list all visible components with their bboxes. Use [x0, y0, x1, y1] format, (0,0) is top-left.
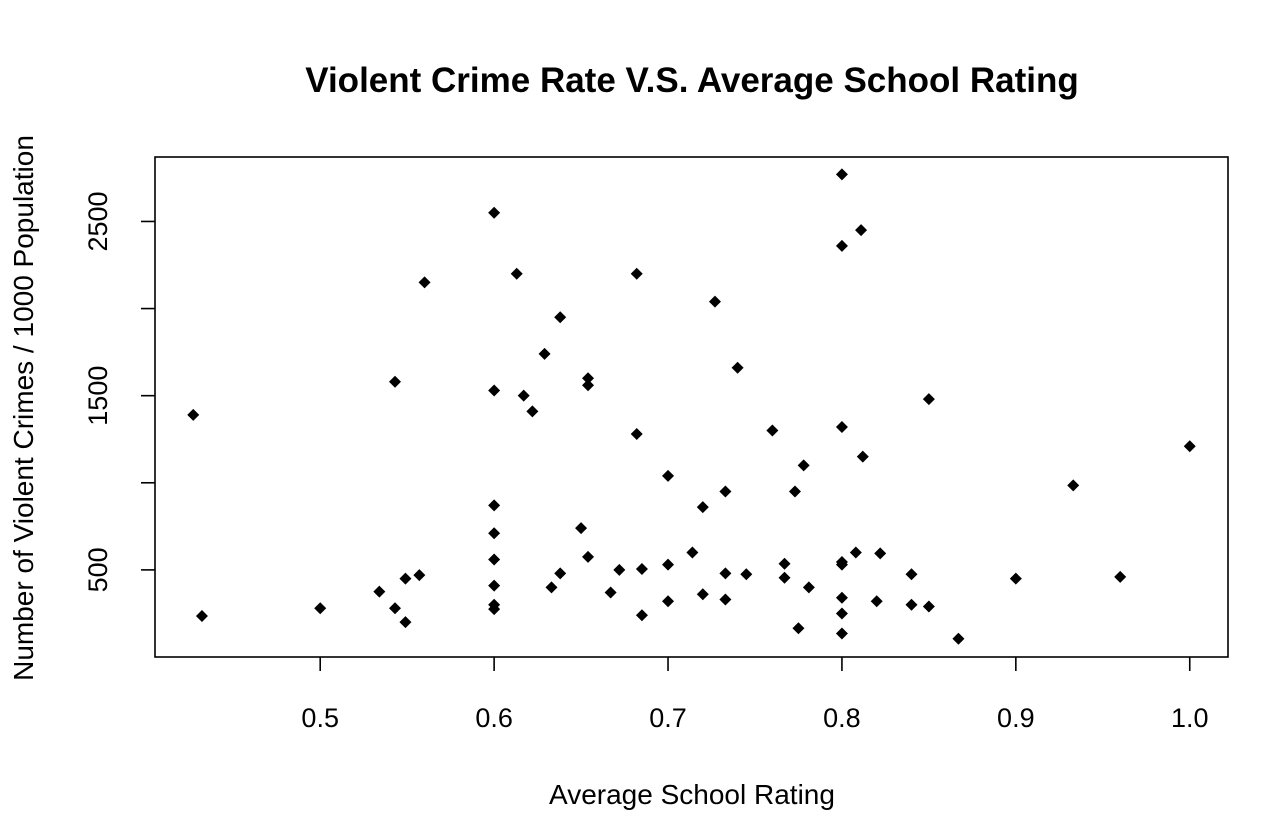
data-point — [766, 424, 779, 437]
data-point — [731, 361, 744, 374]
data-points — [187, 168, 1196, 645]
data-point — [399, 572, 412, 585]
data-point — [835, 558, 848, 571]
data-point — [399, 616, 412, 629]
data-point — [696, 501, 709, 514]
y-tick-label: 1500 — [83, 366, 113, 426]
y-axis: 500 1500 2500 — [83, 191, 155, 592]
plot-frame — [154, 156, 1229, 658]
data-point — [554, 311, 567, 324]
data-point — [613, 563, 626, 576]
x-tick-label: 0.7 — [649, 703, 687, 733]
data-point — [418, 276, 431, 289]
data-point — [488, 553, 501, 566]
data-point — [630, 267, 643, 280]
data-point — [835, 168, 848, 181]
data-point — [314, 602, 327, 615]
data-point — [662, 595, 675, 608]
data-point — [388, 602, 401, 615]
data-point — [517, 389, 530, 402]
data-point — [719, 567, 732, 580]
data-point — [686, 546, 699, 559]
data-point — [195, 610, 208, 623]
x-tick-label: 0.5 — [301, 703, 339, 733]
y-tick-label: 2500 — [83, 191, 113, 251]
data-point — [488, 206, 501, 219]
data-point — [1183, 440, 1196, 453]
x-axis-label: Average School Rating — [549, 779, 835, 810]
data-point — [187, 408, 200, 421]
data-point — [708, 295, 721, 308]
data-point — [604, 586, 617, 599]
data-point — [373, 585, 386, 598]
x-axis: 0.5 0.6 0.7 0.8 0.9 1.0 — [301, 657, 1209, 733]
data-point — [1009, 572, 1022, 585]
data-point — [582, 379, 595, 392]
data-point — [922, 600, 935, 613]
x-tick-label: 1.0 — [1171, 703, 1209, 733]
data-point — [1114, 570, 1127, 583]
data-point — [778, 557, 791, 570]
chart-title: Violent Crime Rate V.S. Average School R… — [305, 61, 1078, 100]
data-point — [1067, 479, 1080, 492]
data-point — [905, 598, 918, 611]
data-point — [788, 485, 801, 498]
data-point — [662, 558, 675, 571]
data-point — [413, 569, 426, 582]
data-point — [797, 459, 810, 472]
data-point — [630, 428, 643, 441]
data-point — [835, 607, 848, 620]
data-point — [874, 547, 887, 560]
y-tick-label: 500 — [83, 547, 113, 592]
x-tick-label: 0.9 — [997, 703, 1035, 733]
data-point — [488, 499, 501, 512]
data-point — [662, 469, 675, 482]
x-tick-label: 0.8 — [823, 703, 861, 733]
y-axis-label: Number of Violent Crimes / 1000 Populati… — [8, 135, 39, 681]
data-point — [856, 450, 869, 463]
x-tick-label: 0.6 — [475, 703, 513, 733]
data-point — [835, 627, 848, 640]
data-point — [835, 239, 848, 252]
data-point — [740, 568, 753, 581]
data-point — [575, 522, 588, 535]
data-point — [388, 375, 401, 388]
data-point — [905, 568, 918, 581]
data-point — [582, 372, 595, 385]
data-point — [849, 546, 862, 559]
data-point — [952, 632, 965, 645]
data-point — [635, 563, 648, 576]
data-point — [922, 393, 935, 406]
data-point — [538, 347, 551, 360]
data-point — [488, 384, 501, 397]
data-point — [778, 571, 791, 584]
data-point — [488, 527, 501, 540]
data-point — [792, 622, 805, 635]
data-point — [719, 485, 732, 498]
data-point — [719, 593, 732, 606]
data-point — [635, 609, 648, 622]
data-point — [510, 267, 523, 280]
data-point — [855, 224, 868, 237]
data-point — [870, 595, 883, 608]
data-point — [835, 421, 848, 434]
data-point — [582, 550, 595, 563]
data-point — [526, 405, 539, 418]
data-point — [696, 588, 709, 601]
data-point — [488, 579, 501, 592]
data-point — [488, 603, 501, 616]
data-point — [554, 567, 567, 580]
data-point — [545, 581, 558, 594]
data-point — [835, 591, 848, 604]
data-point — [802, 581, 815, 594]
